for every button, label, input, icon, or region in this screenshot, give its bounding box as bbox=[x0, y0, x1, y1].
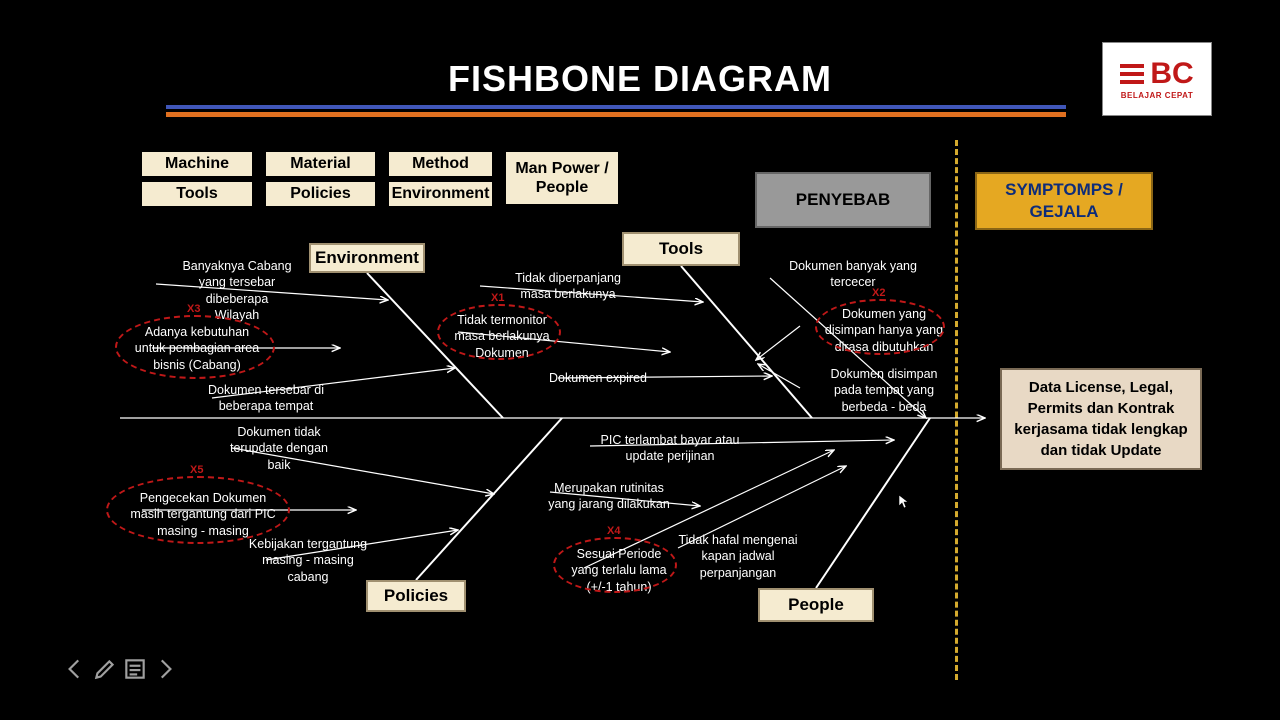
highlight-label-X5: X5 bbox=[190, 464, 203, 476]
notes-icon[interactable] bbox=[122, 656, 148, 682]
logo: BC BELAJAR CEPAT bbox=[1102, 42, 1212, 116]
cause-text-4: Tidak termonitor masa berlakunya Dokumen bbox=[452, 312, 552, 361]
cause-text-15: Tidak hafal mengenai kapan jadwal perpan… bbox=[678, 532, 798, 581]
cause-text-11: Kebijakan tergantung masing - masing cab… bbox=[248, 536, 368, 585]
cause-text-8: Dokumen disimpan pada tempat yang berbed… bbox=[824, 366, 944, 415]
cause-text-12: PIC terlambat bayar atau update perijina… bbox=[600, 432, 740, 465]
branch-environment: Environment bbox=[309, 243, 425, 273]
cause-text-0: Banyaknya Cabang yang tersebar dibeberap… bbox=[182, 258, 292, 323]
edit-icon[interactable] bbox=[92, 656, 118, 682]
cause-text-6: Dokumen banyak yang tercecer bbox=[788, 258, 918, 291]
legend-method: Method bbox=[387, 150, 494, 178]
legend-tools: Tools bbox=[140, 180, 254, 208]
legend-environment: Environment bbox=[387, 180, 494, 208]
branch-policies: Policies bbox=[366, 580, 466, 612]
cursor-icon bbox=[898, 494, 910, 510]
legend-manpower: Man Power / People bbox=[504, 150, 620, 206]
cause-text-5: Dokumen expired bbox=[548, 370, 648, 386]
logo-text: BELAJAR CEPAT bbox=[1121, 91, 1193, 100]
cause-text-7: Dokumen yang disimpan hanya yang dirasa … bbox=[824, 306, 944, 355]
page-title: FISHBONE DIAGRAM bbox=[0, 58, 1280, 100]
legend-policies: Policies bbox=[264, 180, 377, 208]
effect-box: Data License, Legal, Permits dan Kontrak… bbox=[1000, 368, 1202, 470]
title-underline-orange bbox=[166, 112, 1066, 117]
highlight-label-X1: X1 bbox=[491, 292, 504, 304]
toolbar bbox=[62, 656, 178, 682]
cause-text-14: Sesuai Periode yang terlalu lama (+/-1 t… bbox=[564, 546, 674, 595]
logo-initials: BC bbox=[1150, 59, 1193, 89]
cause-text-10: Pengecekan Dokumen masih tergantung dari… bbox=[128, 490, 278, 539]
next-icon[interactable] bbox=[152, 656, 178, 682]
legend-material: Material bbox=[264, 150, 377, 178]
branch-people: People bbox=[758, 588, 874, 622]
prev-icon[interactable] bbox=[62, 656, 88, 682]
legend-machine: Machine bbox=[140, 150, 254, 178]
penyebab-box: PENYEBAB bbox=[755, 172, 931, 228]
title-underline-blue bbox=[166, 105, 1066, 109]
cause-text-9: Dokumen tidak terupdate dengan baik bbox=[224, 424, 334, 473]
cause-text-2: Dokumen tersebar di beberapa tempat bbox=[206, 382, 326, 415]
cause-text-3: Tidak diperpanjang masa berlakunya bbox=[508, 270, 628, 303]
cause-effect-divider bbox=[955, 140, 958, 680]
cause-text-1: Adanya kebutuhan untuk pembagian area bi… bbox=[132, 324, 262, 373]
highlight-label-X4: X4 bbox=[607, 525, 620, 537]
cause-text-13: Merupakan rutinitas yang jarang dilakuka… bbox=[544, 480, 674, 513]
branch-tools: Tools bbox=[622, 232, 740, 266]
symptoms-box: SYMPTOMPS / GEJALA bbox=[975, 172, 1153, 230]
